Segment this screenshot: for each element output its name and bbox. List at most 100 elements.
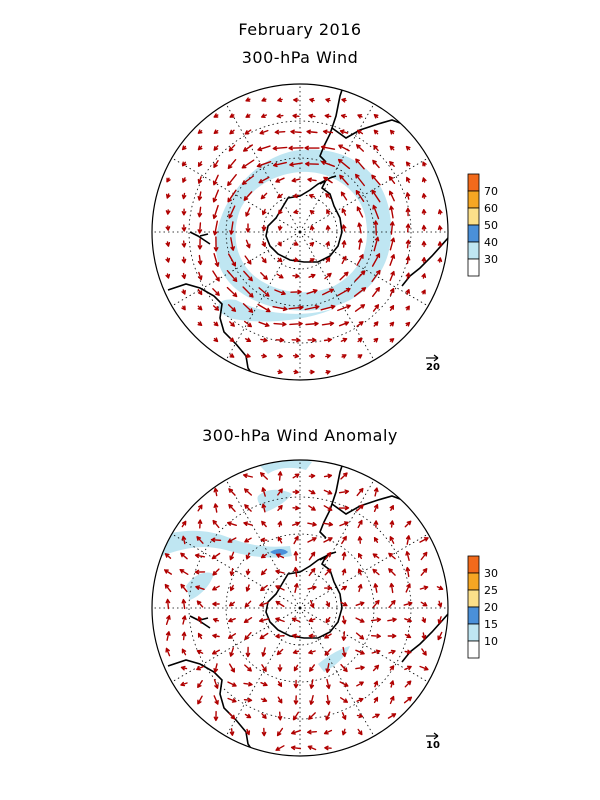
wind-vector-arrow bbox=[244, 488, 252, 496]
wind-vector-arrow bbox=[372, 553, 380, 559]
wind-vector-arrow bbox=[308, 193, 316, 199]
wind-vector-arrow bbox=[306, 129, 318, 135]
wind-vector-arrow bbox=[373, 583, 379, 593]
wind-vector-arrow bbox=[292, 711, 300, 721]
wind-vector-arrow bbox=[277, 505, 283, 511]
wind-vector-arrow bbox=[309, 664, 315, 672]
wind-vector-arrow bbox=[290, 289, 302, 295]
wind-vector-arrow bbox=[326, 209, 331, 215]
reference-vector-label: 10 bbox=[426, 740, 440, 751]
wind-vector-arrow bbox=[275, 600, 285, 608]
colorbar-anomaly: 30 25 20 15 10 bbox=[467, 555, 498, 659]
colorbar-swatch bbox=[467, 207, 480, 226]
wind-vector-arrow bbox=[405, 145, 411, 151]
wind-vector-arrow bbox=[323, 337, 333, 343]
wind-vectors bbox=[165, 97, 443, 375]
wind-vector-arrow bbox=[181, 208, 187, 216]
map-boundary bbox=[151, 459, 449, 757]
wind-vector-arrow bbox=[326, 678, 331, 690]
wind-vector-arrow bbox=[245, 239, 251, 249]
anomaly-shading-band bbox=[152, 530, 292, 558]
wind-vector-arrow bbox=[212, 288, 220, 296]
wind-vector-arrow bbox=[304, 145, 320, 151]
wind-vector-arrow bbox=[340, 113, 348, 119]
wind-vector-arrow bbox=[228, 617, 236, 623]
wind-vector-arrow bbox=[165, 647, 171, 657]
wind-vector-arrow bbox=[373, 487, 379, 497]
wind-vector-arrow bbox=[308, 567, 316, 577]
coastlines bbox=[167, 460, 448, 751]
wind-vector-arrow bbox=[389, 145, 395, 151]
wind-vector-arrow bbox=[371, 174, 381, 186]
wind-vector-arrow bbox=[404, 633, 412, 639]
wind-vector-arrow bbox=[180, 665, 188, 671]
wind-vector-arrow bbox=[212, 174, 219, 186]
wind-vector-arrow bbox=[323, 489, 333, 495]
wind-vector-arrow bbox=[421, 273, 427, 279]
wind-vector-arrow bbox=[325, 663, 331, 673]
wind-vector-arrow bbox=[340, 601, 348, 607]
wind-vector-arrow bbox=[226, 270, 238, 282]
wind-vector-arrow bbox=[389, 536, 395, 544]
wind-vector-arrow bbox=[307, 337, 317, 343]
wind-vector-arrow bbox=[291, 177, 301, 183]
wind-vector-arrow bbox=[325, 711, 331, 721]
wind-vector-arrow bbox=[337, 158, 351, 170]
wind-vector-arrow bbox=[213, 679, 219, 689]
wind-vector-arrow bbox=[405, 255, 411, 265]
wind-vector-arrow bbox=[228, 488, 236, 496]
wind-vector-arrow bbox=[195, 585, 205, 590]
wind-vector-arrow bbox=[325, 257, 331, 263]
wind-vector-arrow bbox=[308, 712, 316, 720]
wind-vector-arrow bbox=[245, 207, 251, 217]
wind-vector-arrow bbox=[197, 271, 203, 281]
wind-vector-arrow bbox=[165, 631, 171, 641]
wind-vector-arrow bbox=[213, 160, 219, 168]
wind-vector-arrow bbox=[292, 113, 300, 119]
wind-vector-arrow bbox=[387, 617, 397, 623]
wind-vector-arrow bbox=[422, 161, 427, 167]
wind-vector-arrow bbox=[261, 113, 267, 118]
wind-vector-arrow bbox=[419, 585, 429, 591]
wind-vector-arrow bbox=[419, 665, 429, 671]
wind-vector-arrow bbox=[212, 585, 220, 591]
wind-vector-arrow bbox=[261, 520, 267, 528]
wind-vector-arrow bbox=[340, 697, 348, 703]
wind-vector-arrow bbox=[245, 97, 251, 102]
wind-vector-arrow bbox=[309, 210, 315, 215]
wind-vector-arrow bbox=[261, 713, 267, 719]
wind-vector-arrow bbox=[323, 473, 333, 479]
wind-vector-arrow bbox=[321, 321, 335, 326]
wind-vector-arrow bbox=[437, 600, 443, 608]
wind-vector-arrow bbox=[356, 254, 364, 266]
wind-vector-arrow bbox=[197, 161, 203, 167]
wind-vector-arrow bbox=[245, 584, 251, 592]
wind-vector-arrow bbox=[340, 337, 348, 343]
wind-vector-arrow bbox=[355, 649, 365, 655]
wind-vector-arrow bbox=[261, 353, 267, 359]
wind-vector-arrow bbox=[275, 745, 285, 751]
wind-vector-arrow bbox=[388, 552, 396, 560]
wind-vector-arrow bbox=[357, 568, 363, 576]
colorbar-tick-label: 30 bbox=[484, 567, 498, 580]
wind-vector-arrow bbox=[372, 713, 380, 719]
wind-vector-arrow bbox=[354, 304, 366, 312]
wind-vector-arrow bbox=[292, 633, 300, 639]
wind-vector-arrow bbox=[213, 113, 219, 118]
wind-vector-arrow bbox=[229, 337, 235, 343]
wind-vector-arrow bbox=[180, 552, 188, 560]
wind-vector-arrow bbox=[212, 601, 220, 607]
wind-vector-arrow bbox=[289, 321, 303, 327]
wind-vector-arrow bbox=[226, 286, 238, 298]
wind-vector-arrow bbox=[421, 177, 427, 183]
wind-vector-arrow bbox=[213, 710, 219, 722]
wind-vector-arrow bbox=[420, 568, 428, 576]
wind-vector-arrow bbox=[244, 255, 252, 265]
wind-vector-arrow bbox=[277, 520, 283, 528]
colorbar-swatch bbox=[467, 173, 480, 192]
wind-vector-arrow bbox=[308, 649, 316, 655]
wind-vector-arrow bbox=[389, 270, 395, 282]
wind-vector-arrow bbox=[275, 585, 285, 591]
map-boundary bbox=[151, 83, 449, 381]
wind-vector-arrow bbox=[356, 713, 364, 719]
